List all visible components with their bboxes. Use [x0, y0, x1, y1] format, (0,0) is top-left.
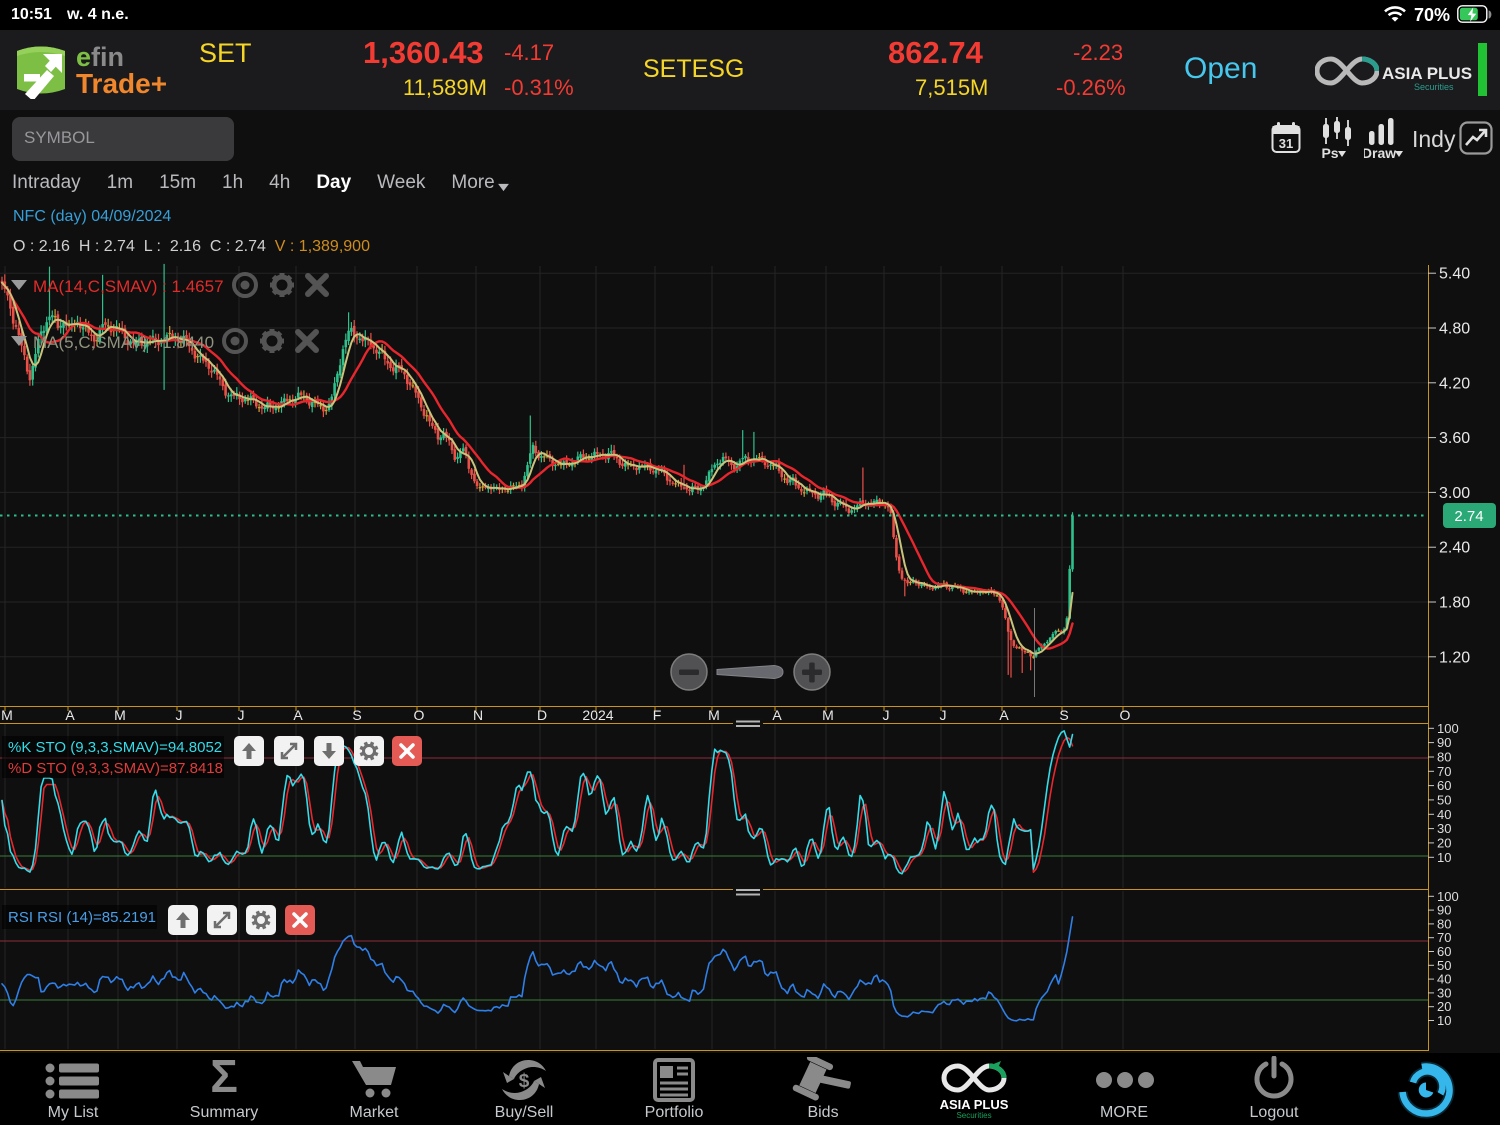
svg-text:%K STO (9,3,3,SMAV)=94.8052: %K STO (9,3,3,SMAV)=94.8052 — [8, 739, 222, 756]
svg-text:1.80: 1.80 — [1439, 595, 1470, 612]
svg-text:31: 31 — [1279, 136, 1293, 151]
svg-text:S: S — [352, 707, 361, 723]
svg-text:F: F — [653, 707, 662, 723]
svg-text:70: 70 — [1437, 930, 1451, 945]
svg-text:4.20: 4.20 — [1439, 375, 1470, 392]
svg-text:J: J — [883, 707, 890, 723]
svg-text:50: 50 — [1437, 958, 1451, 973]
svg-text:J: J — [940, 707, 947, 723]
svg-text:70: 70 — [1437, 764, 1451, 779]
svg-text:30: 30 — [1437, 985, 1451, 1000]
svg-text:2024: 2024 — [582, 707, 613, 723]
svg-text:S: S — [1059, 707, 1068, 723]
svg-text:90: 90 — [1437, 735, 1451, 750]
svg-text:RSI RSI (14)=85.2191: RSI RSI (14)=85.2191 — [8, 909, 156, 926]
svg-text:MA(5,C,SMAV) : 1.8440: MA(5,C,SMAV) : 1.8440 — [33, 333, 214, 352]
svg-text:60: 60 — [1437, 944, 1451, 959]
svg-text:100: 100 — [1437, 889, 1459, 904]
svg-text:1.20: 1.20 — [1439, 649, 1470, 666]
svg-text:10: 10 — [1437, 850, 1451, 865]
svg-text:50: 50 — [1437, 792, 1451, 807]
svg-text:40: 40 — [1437, 972, 1451, 987]
svg-text:5.40: 5.40 — [1439, 266, 1470, 283]
svg-text:A: A — [999, 707, 1009, 723]
svg-text:M: M — [114, 707, 126, 723]
svg-text:MA(14,C,SMAV) : 1.4657: MA(14,C,SMAV) : 1.4657 — [33, 277, 224, 296]
svg-text:A: A — [65, 707, 75, 723]
svg-text:40: 40 — [1437, 807, 1451, 822]
svg-text:20: 20 — [1437, 999, 1451, 1014]
svg-text:90: 90 — [1437, 903, 1451, 918]
svg-text:60: 60 — [1437, 778, 1451, 793]
svg-text:80: 80 — [1437, 916, 1451, 931]
svg-text:30: 30 — [1437, 821, 1451, 836]
svg-text:O: O — [1120, 707, 1131, 723]
svg-text:2.74: 2.74 — [1454, 508, 1483, 525]
svg-text:%D STO (9,3,3,SMAV)=87.8418: %D STO (9,3,3,SMAV)=87.8418 — [8, 760, 223, 777]
svg-text:A: A — [293, 707, 303, 723]
svg-text:3.60: 3.60 — [1439, 430, 1470, 447]
svg-text:O: O — [414, 707, 425, 723]
svg-text:D: D — [537, 707, 547, 723]
svg-text:100: 100 — [1437, 721, 1459, 736]
svg-text:4.80: 4.80 — [1439, 321, 1470, 338]
svg-text:M: M — [708, 707, 720, 723]
svg-text:3.00: 3.00 — [1439, 485, 1470, 502]
svg-text:A: A — [772, 707, 782, 723]
svg-text:10: 10 — [1437, 1013, 1451, 1028]
svg-text:$: $ — [519, 1071, 530, 1092]
svg-text:2.40: 2.40 — [1439, 540, 1470, 557]
svg-text:Draw: Draw — [1364, 145, 1396, 161]
svg-text:J: J — [238, 707, 245, 723]
svg-text:M: M — [822, 707, 834, 723]
svg-text:Ps: Ps — [1321, 145, 1338, 161]
svg-text:M: M — [1, 707, 13, 723]
svg-text:J: J — [176, 707, 183, 723]
svg-text:20: 20 — [1437, 835, 1451, 850]
svg-text:N: N — [473, 707, 483, 723]
svg-text:80: 80 — [1437, 750, 1451, 765]
